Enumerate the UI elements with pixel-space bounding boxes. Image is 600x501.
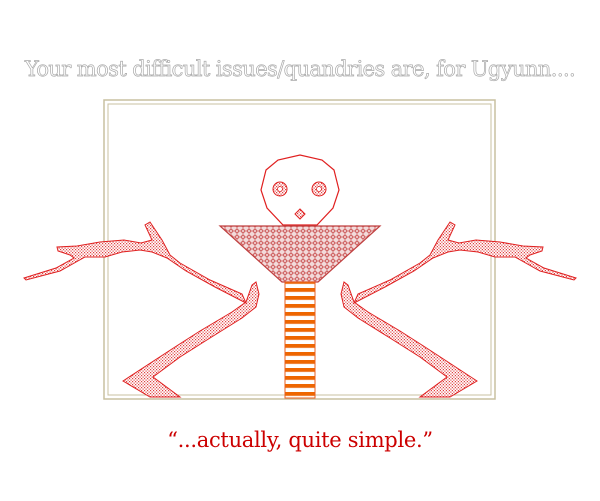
page-title: Your most difficult issues/quandries are…	[24, 57, 577, 82]
caption-quote: “...actually, quite simple.”	[167, 428, 433, 452]
branching-arm-icon	[340, 221, 577, 398]
branching-arm-icon	[23, 221, 260, 398]
striped-pillar-icon	[284, 281, 316, 399]
bowl-body-icon	[218, 225, 382, 283]
skull-face-icon	[260, 154, 340, 226]
